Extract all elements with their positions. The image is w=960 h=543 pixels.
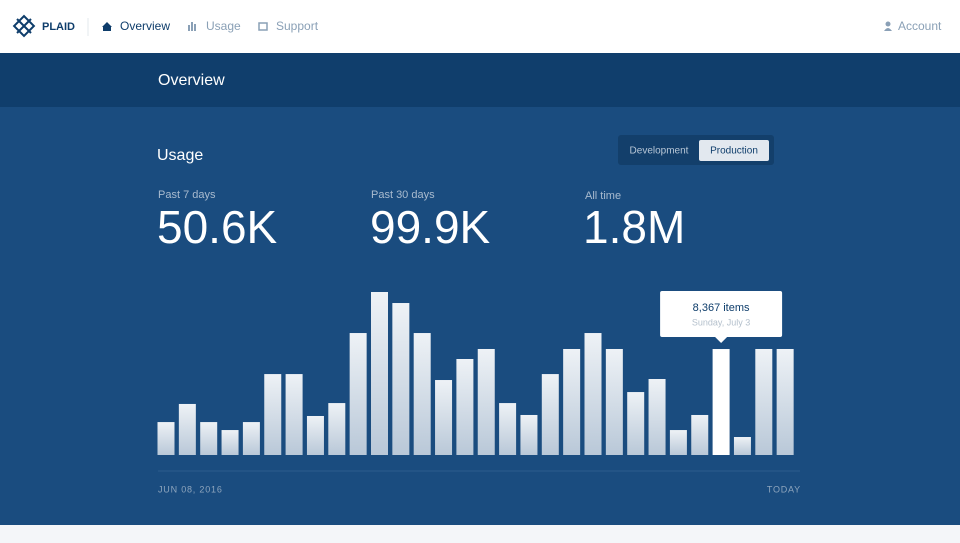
bar[interactable] [776,348,794,455]
bars [157,292,794,455]
bar[interactable] [648,379,666,455]
bar[interactable] [306,415,324,455]
stat-value: 1.8M [583,201,685,253]
end-label: TODAY [767,484,801,494]
stat-value: 50.6K [157,201,278,253]
bar[interactable] [371,292,388,455]
bar[interactable] [520,414,538,455]
tooltip-pointer [715,337,728,344]
nav-bar [0,0,960,53]
bar[interactable] [541,374,559,455]
account-icon [884,28,892,31]
stat-label: All time [585,190,621,202]
logo [12,14,36,38]
bar[interactable] [584,333,602,455]
bar[interactable] [733,437,751,455]
bar[interactable] [349,333,367,455]
bar[interactable] [669,430,687,455]
bar[interactable] [221,430,239,455]
tooltip-date: Sunday, July 3 [692,317,750,327]
brand[interactable]: PLAID [42,21,75,33]
bar[interactable] [499,403,517,455]
bar[interactable] [242,422,260,455]
usage-icon [188,22,196,31]
bar[interactable] [477,348,495,455]
toggle-option[interactable]: Production [710,146,758,157]
section-title: Usage [157,147,203,164]
support-icon [258,22,268,31]
bar[interactable] [264,374,282,455]
bar[interactable] [605,348,623,455]
bar[interactable] [435,380,453,455]
main-panel [0,107,960,525]
tooltip [660,291,783,338]
toggle-option[interactable]: Development [630,146,689,157]
bar[interactable] [627,392,645,455]
bar[interactable] [413,333,431,455]
bar[interactable] [456,358,474,455]
bar[interactable] [200,422,218,455]
stat-label: Past 7 days [158,189,216,201]
home-icon [102,22,112,31]
bar[interactable] [328,403,346,455]
nav-link[interactable]: Usage [206,19,241,33]
tooltip-value: 8,367 items [693,302,750,314]
bar[interactable] [563,348,581,455]
bar[interactable] [285,374,303,455]
bar[interactable] [178,403,196,455]
toggle-active [699,140,769,161]
account-link[interactable]: Account [898,19,942,33]
page-title: Overview [158,72,225,89]
start-label: JUN 08, 2016 [158,484,223,494]
bar[interactable] [392,303,410,455]
stat-label: Past 30 days [371,189,435,201]
nav-link[interactable]: Overview [120,19,170,33]
bar[interactable] [691,414,709,455]
header-band [0,53,960,107]
bar[interactable] [755,348,773,455]
nav-link[interactable]: Support [276,19,319,33]
account-icon [885,21,891,27]
stat-value: 99.9K [370,201,491,253]
bar[interactable] [157,422,175,455]
bar[interactable] [712,349,730,455]
